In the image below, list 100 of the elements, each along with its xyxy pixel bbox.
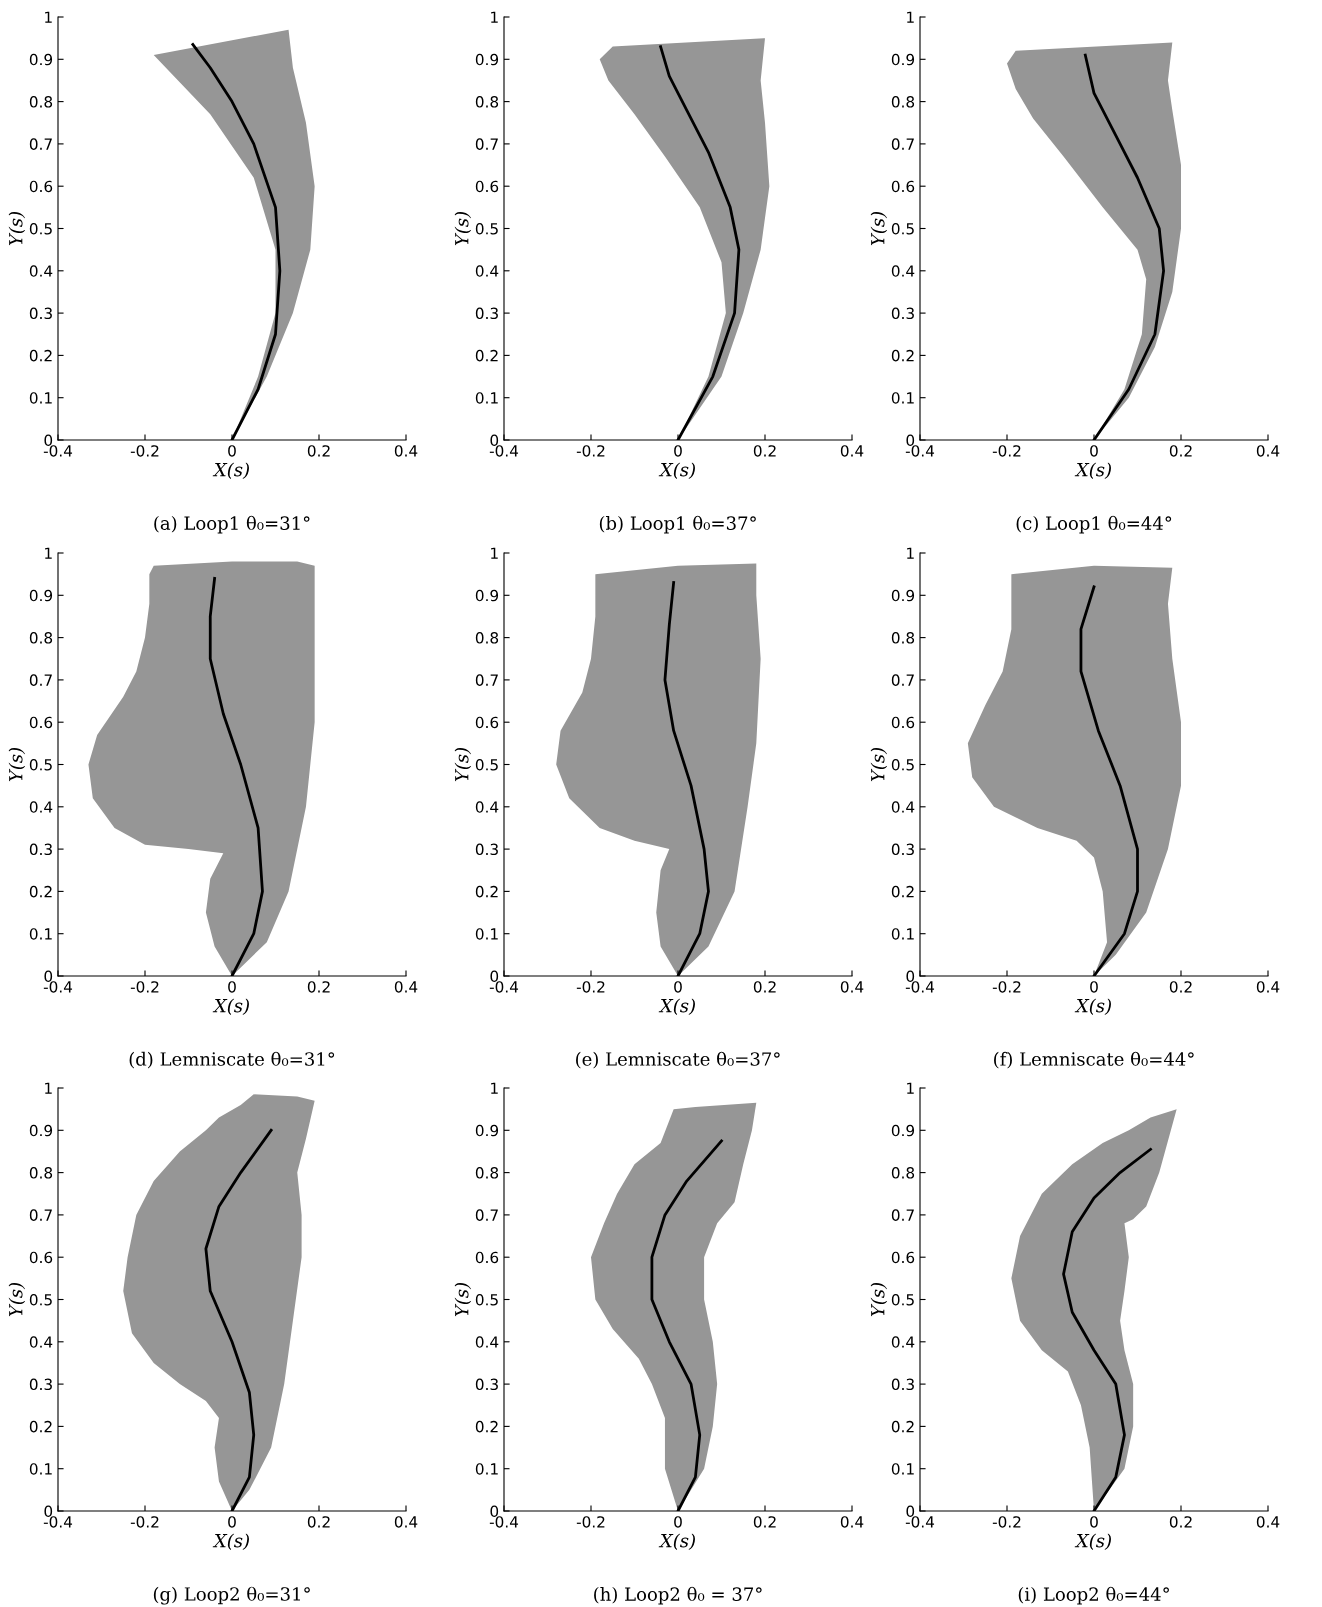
x-tick-label: 0	[1090, 1516, 1098, 1528]
text: (g) Loop2 θ₀=31°	[153, 1586, 310, 1605]
y-tick-label: 0.9	[475, 53, 499, 66]
y-axis-title: Y(s)	[8, 212, 26, 246]
x-tick-label: -0.4	[43, 445, 73, 457]
y-tick-label: 0.8	[29, 632, 53, 644]
x-tick-label: 0	[228, 981, 236, 993]
x-tick-label: 0	[674, 445, 682, 457]
x-tick-label: 0.4	[840, 981, 864, 993]
x-tick-label: -0.2	[130, 1516, 159, 1528]
x-tick-label: 0.2	[307, 445, 330, 457]
y-tick-label: 0.6	[475, 180, 499, 193]
y-tick-label: 0.4	[29, 1336, 53, 1348]
text: (i) Loop2 θ₀=44°	[1018, 1586, 1169, 1605]
y-tick-label: 0.1	[475, 1463, 498, 1475]
y-tick-label: 0.4	[29, 265, 53, 277]
text: (f) Lemniscate θ₀=44°	[994, 1051, 1194, 1069]
y-tick-label: 0.2	[475, 1420, 498, 1433]
x-tick-label: 0.2	[307, 981, 330, 993]
text: (a) Loop1 θ₀=31°	[154, 515, 310, 534]
y-tick-label: 0.3	[29, 307, 52, 320]
y-tick-label: 0.5	[891, 1293, 914, 1306]
y-tick-label: 0.8	[891, 96, 915, 108]
y-tick-label: 0.8	[29, 1167, 53, 1179]
y-tick-label: 1	[491, 1082, 498, 1094]
x-tick-label: 0.4	[394, 445, 418, 457]
y-tick-label: 0.7	[475, 1209, 498, 1221]
x-tick-label: 0	[1090, 981, 1098, 993]
x-tick-label: -0.4	[43, 1516, 73, 1528]
x-tick-label: 0.2	[1169, 445, 1192, 457]
y-tick-label: 0.6	[475, 716, 499, 729]
y-tick-label: 0.3	[891, 307, 914, 320]
y-tick-label: 0.6	[29, 180, 53, 193]
y-tick-label: 1	[907, 547, 914, 559]
y-tick-label: 1	[907, 11, 914, 23]
y-tick-label: 0.1	[891, 392, 914, 404]
y-tick-label: 0.8	[891, 632, 915, 644]
y-tick-label: 0.5	[475, 758, 498, 771]
x-tick-label: -0.2	[576, 981, 605, 993]
y-axis-title: Y(s)	[454, 748, 472, 782]
y-tick-label: 0.7	[891, 674, 914, 686]
y-axis-title: Y(s)	[454, 1283, 472, 1317]
x-tick-label: -0.2	[576, 1516, 605, 1528]
y-tick-label: 0.8	[475, 1167, 499, 1179]
y-tick-label: 0.4	[29, 801, 53, 813]
x-tick-label: 0.4	[394, 981, 418, 993]
x-tick-label: 0.2	[307, 1516, 330, 1528]
y-tick-label: 0.9	[891, 1124, 915, 1137]
x-axis-title: X(s)	[658, 1533, 695, 1550]
y-tick-label: 0.1	[475, 928, 498, 940]
y-tick-label: 0.6	[475, 1251, 499, 1264]
y-axis-title: Y(s)	[870, 212, 888, 246]
y-tick-label: 0.5	[475, 1293, 498, 1306]
y-tick-label: 0.3	[29, 1378, 52, 1391]
y-axis-title: Y(s)	[8, 1283, 26, 1317]
x-tick-label: -0.2	[576, 445, 605, 457]
text: (h) Loop2 θ₀ = 37°	[594, 1586, 762, 1605]
y-tick-label: 0.7	[29, 1209, 52, 1221]
x-tick-label: -0.4	[489, 1516, 519, 1528]
y-tick-label: 0.4	[475, 801, 499, 813]
y-tick-label: 0.7	[891, 1209, 914, 1221]
y-tick-label: 0.1	[29, 392, 52, 404]
y-tick-label: 0.8	[475, 96, 499, 108]
y-tick-label: 0.7	[475, 674, 498, 686]
x-tick-label: -0.4	[905, 445, 935, 457]
y-tick-label: 0.4	[475, 1336, 499, 1348]
x-tick-label: 0	[674, 981, 682, 993]
y-tick-label: 0.9	[29, 1124, 53, 1137]
y-tick-label: 0.2	[29, 885, 52, 898]
y-tick-label: 0.5	[29, 222, 52, 235]
x-tick-label: 0.4	[1256, 981, 1280, 993]
y-tick-label: 0.3	[475, 843, 498, 856]
y-tick-label: 0.1	[29, 928, 52, 940]
y-tick-label: 1	[45, 547, 52, 559]
x-tick-label: -0.4	[43, 981, 73, 993]
y-tick-label: 0.8	[891, 1167, 915, 1179]
x-tick-label: -0.2	[992, 1516, 1021, 1528]
y-tick-label: 0.2	[475, 349, 498, 362]
y-tick-label: 0.9	[29, 589, 53, 602]
x-tick-label: 0.2	[753, 445, 776, 457]
text: (c) Loop1 θ₀=44°	[1016, 515, 1172, 534]
y-tick-label: 0.8	[475, 632, 499, 644]
x-tick-label: 0.4	[394, 1516, 418, 1528]
y-tick-label: 0.7	[891, 138, 914, 150]
x-axis-title: X(s)	[212, 998, 249, 1015]
y-tick-label: 0.4	[475, 265, 499, 277]
y-axis-title: Y(s)	[870, 1283, 888, 1317]
y-tick-label: 0.4	[891, 265, 915, 277]
y-tick-label: 0.3	[891, 1378, 914, 1391]
y-tick-label: 1	[45, 11, 52, 23]
y-tick-label: 0.8	[29, 96, 53, 108]
x-tick-label: -0.2	[130, 981, 159, 993]
x-axis-title: X(s)	[1074, 998, 1111, 1015]
x-tick-label: 0.4	[1256, 1516, 1280, 1528]
x-axis-title: X(s)	[212, 462, 249, 479]
x-axis-title: X(s)	[658, 998, 695, 1015]
y-tick-label: 0.3	[475, 307, 498, 320]
x-tick-label: 0.2	[1169, 1516, 1192, 1528]
y-tick-label: 0.6	[891, 716, 915, 729]
y-tick-label: 0.1	[891, 1463, 914, 1475]
